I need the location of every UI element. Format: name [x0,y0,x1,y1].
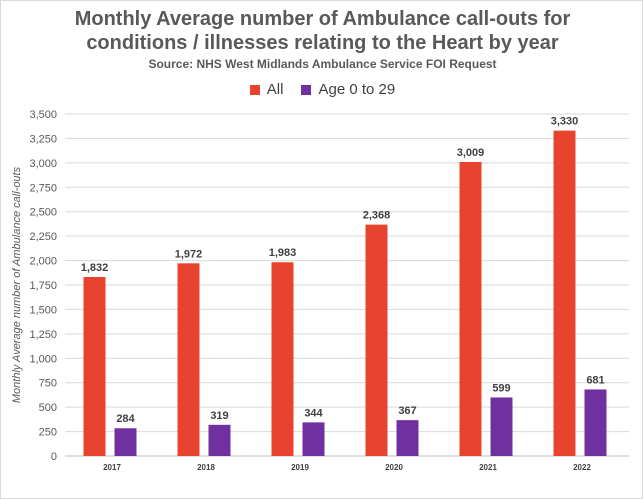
y-tick-label: 1,500 [29,304,57,316]
data-label-all: 1,972 [175,248,203,260]
y-tick-label: 2,500 [29,207,57,219]
data-label-age-0-to-29: 319 [210,410,228,422]
legend-item-age-0-to-29: Age 0 to 29 [301,81,395,98]
bar-all [271,262,294,456]
y-tick-label: 1,750 [29,280,57,292]
data-label-all: 1,983 [269,247,297,259]
bar-age-0-to-29 [584,389,607,456]
x-tick-label: 2020 [385,463,403,472]
bar-all [177,263,200,456]
data-label-age-0-to-29: 599 [492,382,510,394]
x-tick-label: 2018 [197,463,215,472]
bar-age-0-to-29 [114,428,137,456]
x-tick-label: 2021 [479,463,497,472]
bar-all [365,224,388,456]
chart-title-line-1: Monthly Average number of Ambulance call… [74,8,571,30]
y-tick-label: 750 [39,378,57,390]
legend-item-all: All [249,81,284,98]
legend-swatch-age-0-to-29 [301,84,312,95]
bar-age-0-to-29 [396,420,419,456]
y-tick-label: 2,250 [29,231,57,243]
bar-age-0-to-29 [490,397,513,456]
y-tick-label: 500 [39,402,57,414]
y-tick-label: 1,250 [29,329,57,341]
data-label-all: 2,368 [363,210,391,222]
y-axis-title: Monthly Average number of Ambulance call… [11,166,23,403]
legend-swatch-all [249,84,260,95]
chart-title-line-2: conditions / illnesses relating to the H… [86,32,559,54]
data-label-all: 3,330 [551,116,579,128]
bar-age-0-to-29 [208,424,231,456]
y-tick-label: 3,250 [29,133,57,145]
chart-subtitle: Source: NHS West Midlands Ambulance Serv… [148,57,497,71]
x-tick-label: 2022 [573,463,591,472]
bar-age-0-to-29 [302,422,325,456]
bar-all [553,130,576,456]
y-tick-label: 0 [51,451,57,463]
x-tick-label: 2019 [291,463,309,472]
y-tick-label: 3,500 [29,109,57,121]
y-tick-label: 250 [39,427,57,439]
data-label-age-0-to-29: 344 [304,407,323,419]
data-label-age-0-to-29: 681 [586,374,604,386]
chart-legend: All Age 0 to 29 [1,81,643,98]
x-tick-label: 2017 [103,463,121,472]
data-label-all: 1,832 [81,262,109,274]
y-tick-label: 1,000 [29,353,57,365]
y-tick-label: 3,000 [29,158,57,170]
bar-all [459,161,482,456]
y-tick-label: 2,750 [29,182,57,194]
data-label-age-0-to-29: 367 [398,405,416,417]
data-label-all: 3,009 [457,147,485,159]
bar-all [83,276,106,456]
y-tick-label: 2,000 [29,256,57,268]
legend-label-age-0-to-29: Age 0 to 29 [318,81,396,98]
data-label-age-0-to-29: 284 [116,413,135,425]
legend-label-all: All [266,81,284,98]
chart-title: Monthly Average number of Ambulance call… [1,7,643,55]
